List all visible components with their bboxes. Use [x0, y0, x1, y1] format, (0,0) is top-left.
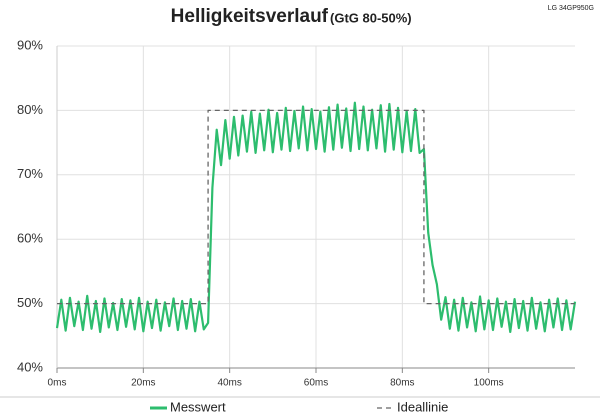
y-tick-label: 70%: [17, 166, 43, 181]
y-tick-label: 40%: [17, 359, 43, 374]
chart-title: Helligkeitsverlauf: [171, 6, 329, 27]
x-tick-label: 40ms: [217, 378, 241, 389]
x-tick-label: 80ms: [390, 378, 414, 389]
x-tick-label: 60ms: [304, 378, 328, 389]
data-line: [55, 101, 577, 334]
chart-subtitle: (GtG 80-50%): [330, 10, 412, 25]
x-tick-label: 20ms: [131, 378, 155, 389]
legend-label: Messwert: [170, 399, 226, 414]
y-tick-label: 80%: [17, 102, 43, 117]
x-tick-label: 100ms: [474, 378, 504, 389]
annotation: LG 34GP950G: [548, 5, 594, 12]
y-tick-label: 60%: [17, 231, 43, 246]
legend-label: Ideallinie: [397, 399, 448, 414]
y-tick-label: 90%: [17, 37, 43, 52]
y-tick-label: 50%: [17, 295, 43, 310]
x-tick-label: 0ms: [48, 378, 67, 389]
ideal-line: [57, 109, 575, 305]
